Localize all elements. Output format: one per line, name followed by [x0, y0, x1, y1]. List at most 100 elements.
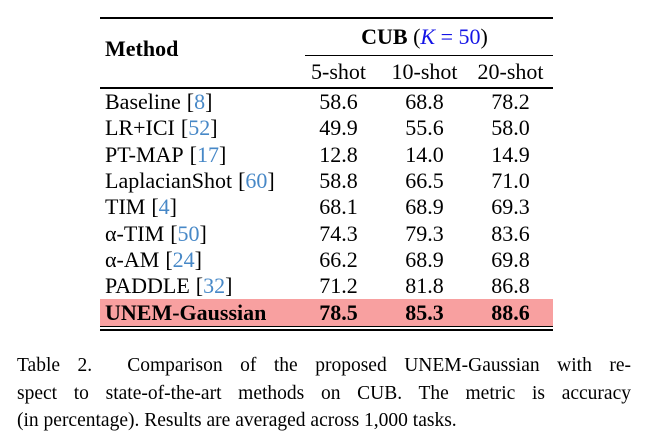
value-cell: 66.5	[405, 168, 444, 194]
column-header-5shot: 5-shot	[311, 58, 366, 84]
caption-line: Table 2. Comparison of the proposed UNEM…	[17, 355, 631, 376]
method-column-header: Method	[105, 36, 179, 61]
bracket: ]	[219, 141, 227, 167]
citation-link[interactable]: 17	[197, 141, 219, 167]
value-cell: 71.0	[491, 168, 530, 194]
table-header: Method CUB (K = 50) 5-shot 10-shot 20-sh…	[100, 19, 553, 87]
k-variable: K	[420, 24, 436, 49]
caption-line: (in percentage). Results are averaged ac…	[17, 410, 457, 431]
bracket: [	[238, 168, 246, 194]
method-name: LR+ICI	[105, 115, 175, 141]
value-cell: 85.3	[405, 299, 444, 325]
bracket: [	[170, 220, 178, 246]
table-row: α-TIM [50] 74.3 79.3 83.6	[100, 220, 553, 246]
value-cell: 12.8	[319, 141, 358, 167]
citation-link[interactable]: 50	[177, 220, 200, 246]
value-cell: 86.8	[491, 273, 530, 299]
results-table: Method CUB (K = 50) 5-shot 10-shot 20-sh…	[100, 17, 553, 331]
table-row-highlighted: UNEM-Gaussian 78.5 85.3 88.6	[100, 299, 553, 326]
bracket: [	[189, 141, 197, 167]
dataset-column-group: CUB (K = 50) 5-shot 10-shot 20-shot	[296, 19, 553, 87]
citation-link[interactable]: 52	[188, 115, 211, 141]
table-row: LR+ICI [52] 49.9 55.6 58.0	[100, 115, 553, 141]
bracket: [	[195, 273, 204, 299]
value-cell: 58.6	[319, 89, 358, 115]
value-cell: 88.6	[491, 299, 530, 325]
value-cell: 68.1	[319, 194, 358, 220]
value-cell: 68.9	[405, 246, 444, 272]
table-row: α-AM [24] 66.2 68.9 69.8	[100, 247, 553, 273]
value-cell: 78.5	[319, 299, 358, 325]
method-name: Baseline	[105, 89, 181, 115]
dataset-name: CUB	[361, 24, 408, 49]
column-header-10shot: 10-shot	[391, 58, 458, 84]
citation-link[interactable]: 24	[172, 246, 195, 272]
table-row: PT-MAP [17] 12.8 14.0 14.9	[100, 142, 553, 168]
method-cell: LR+ICI [52]	[100, 115, 296, 141]
table-row: Baseline [8] 58.6 68.8 78.2	[100, 89, 553, 115]
method-cell: PT-MAP [17]	[100, 142, 296, 168]
value-cell: 66.2	[319, 246, 358, 272]
header-bottom-rule	[100, 87, 553, 89]
value-cell: 74.3	[319, 220, 358, 246]
citation-link[interactable]: 60	[245, 168, 268, 194]
caption-line: spect to state-of-the-art methods on CUB…	[17, 382, 631, 404]
method-name: α-AM	[105, 246, 160, 272]
bracket: ]	[225, 273, 233, 299]
bracket: ]	[210, 115, 218, 141]
bracket: ]	[194, 246, 202, 272]
method-cell: TIM [4]	[100, 194, 296, 220]
value-cell: 58.8	[319, 168, 358, 194]
bracket: [	[165, 246, 173, 272]
bracket: ]	[267, 168, 275, 194]
bracket: ]	[169, 194, 177, 220]
column-header-20shot: 20-shot	[477, 58, 544, 84]
bracket: [	[186, 89, 195, 115]
value-cell: 68.9	[405, 194, 444, 220]
shot-columns-header: 5-shot 10-shot 20-shot	[296, 56, 553, 87]
k-value: = 50	[435, 24, 481, 49]
citation-link[interactable]: 8	[194, 89, 206, 115]
value-cell: 58.0	[491, 115, 530, 141]
value-cell: 81.8	[405, 273, 444, 299]
method-cell: LaplacianShot [60]	[100, 168, 296, 194]
paren-close: )	[480, 24, 488, 49]
method-cell: α-AM [24]	[100, 247, 296, 273]
bracket: ]	[199, 220, 207, 246]
citation-link[interactable]: 4	[158, 194, 170, 220]
table-body: Baseline [8] 58.6 68.8 78.2 LR+ICI [52] 49…	[100, 89, 553, 326]
value-cell: 14.9	[491, 141, 530, 167]
table-row: TIM [4] 68.1 68.9 69.3	[100, 194, 553, 220]
table-top-rule	[100, 17, 553, 19]
method-name: LaplacianShot	[105, 168, 233, 194]
value-cell: 71.2	[319, 273, 358, 299]
value-cell: 14.0	[405, 141, 444, 167]
table-bottom-double-rule	[100, 325, 553, 331]
method-name: PT-MAP	[105, 141, 184, 167]
citation-link[interactable]: 32	[203, 273, 226, 299]
dataset-group-header: CUB (K = 50)	[296, 19, 553, 55]
method-cell: PADDLE [32]	[100, 273, 296, 299]
method-name: TIM	[105, 194, 146, 220]
value-cell: 83.6	[491, 220, 530, 246]
value-cell: 79.3	[405, 220, 444, 246]
table-row: LaplacianShot [60] 58.8 66.5 71.0	[100, 168, 553, 194]
value-cell: 69.8	[491, 246, 530, 272]
value-cell: 78.2	[491, 89, 530, 115]
value-cell: 69.3	[491, 194, 530, 220]
method-cell: Baseline [8]	[100, 89, 296, 115]
method-cell: UNEM-Gaussian	[100, 300, 296, 326]
cmid-rule	[305, 55, 553, 56]
value-cell: 68.8	[405, 89, 444, 115]
method-cell: α-TIM [50]	[100, 221, 296, 247]
method-name: PADDLE	[105, 273, 190, 299]
method-name: α-TIM	[105, 220, 165, 246]
value-cell: 49.9	[319, 115, 358, 141]
method-name: UNEM-Gaussian	[105, 299, 267, 325]
bracket: [	[151, 194, 159, 220]
table-row: PADDLE [32] 71.2 81.8 86.8	[100, 273, 553, 299]
table-caption: Table 2. Comparison of the proposed UNEM…	[17, 352, 631, 435]
bracket: ]	[205, 89, 213, 115]
value-cell: 55.6	[405, 115, 444, 141]
